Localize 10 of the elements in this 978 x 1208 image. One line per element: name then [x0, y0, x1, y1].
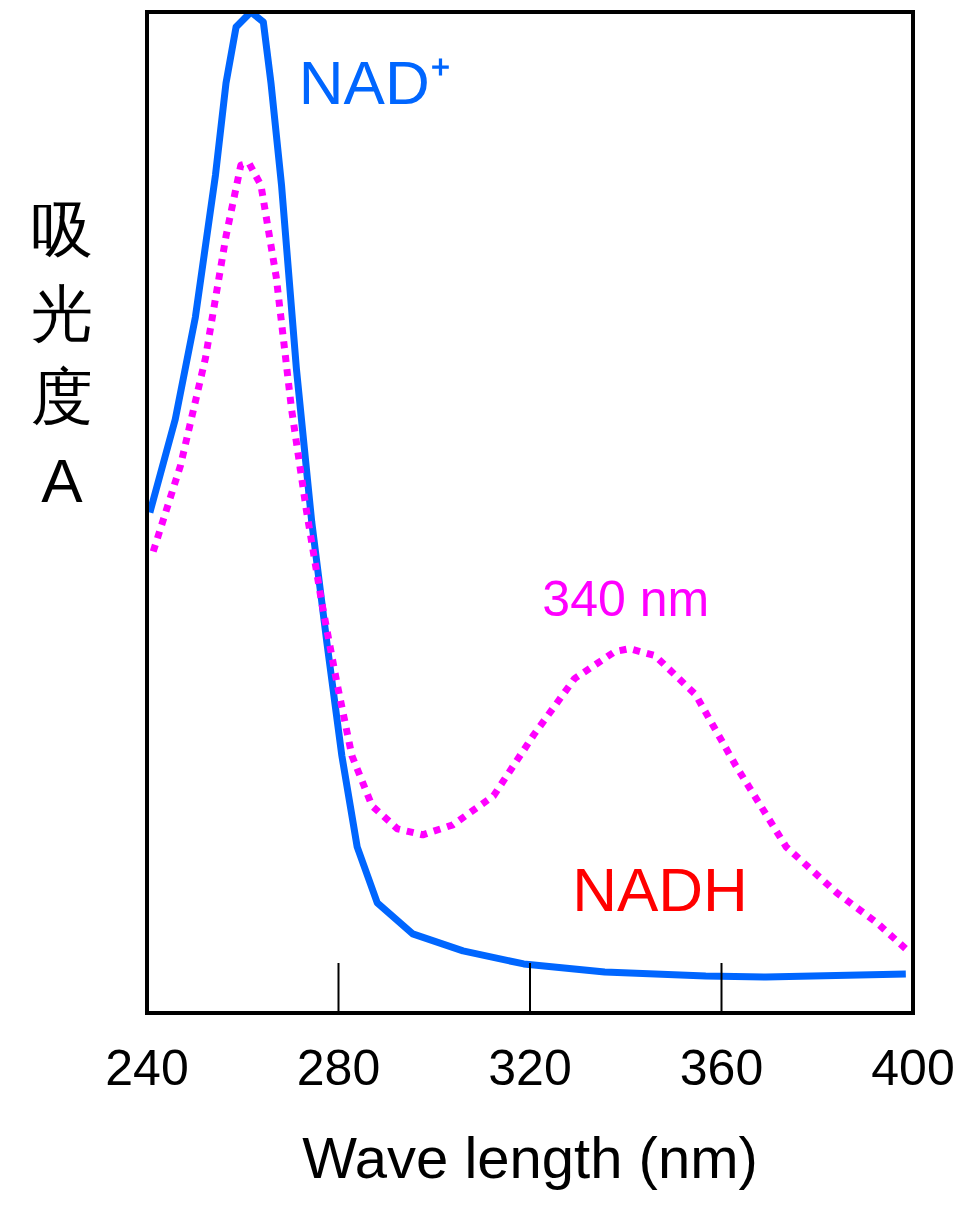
x-tick-label: 400 [871, 1040, 955, 1096]
x-tick-label: 320 [488, 1040, 572, 1096]
x-axis-title: Wave length (nm) [301, 1124, 759, 1192]
series-label: NADH [572, 854, 748, 924]
series-label: NAD⁺ [298, 48, 451, 117]
x-tick-label: 240 [105, 1040, 189, 1096]
x-tick-label: 280 [296, 1040, 381, 1096]
annotation: 340 nm [541, 570, 711, 627]
x-tick-label: 360 [679, 1040, 764, 1096]
y-axis-title: 吸光度 A [30, 194, 94, 518]
